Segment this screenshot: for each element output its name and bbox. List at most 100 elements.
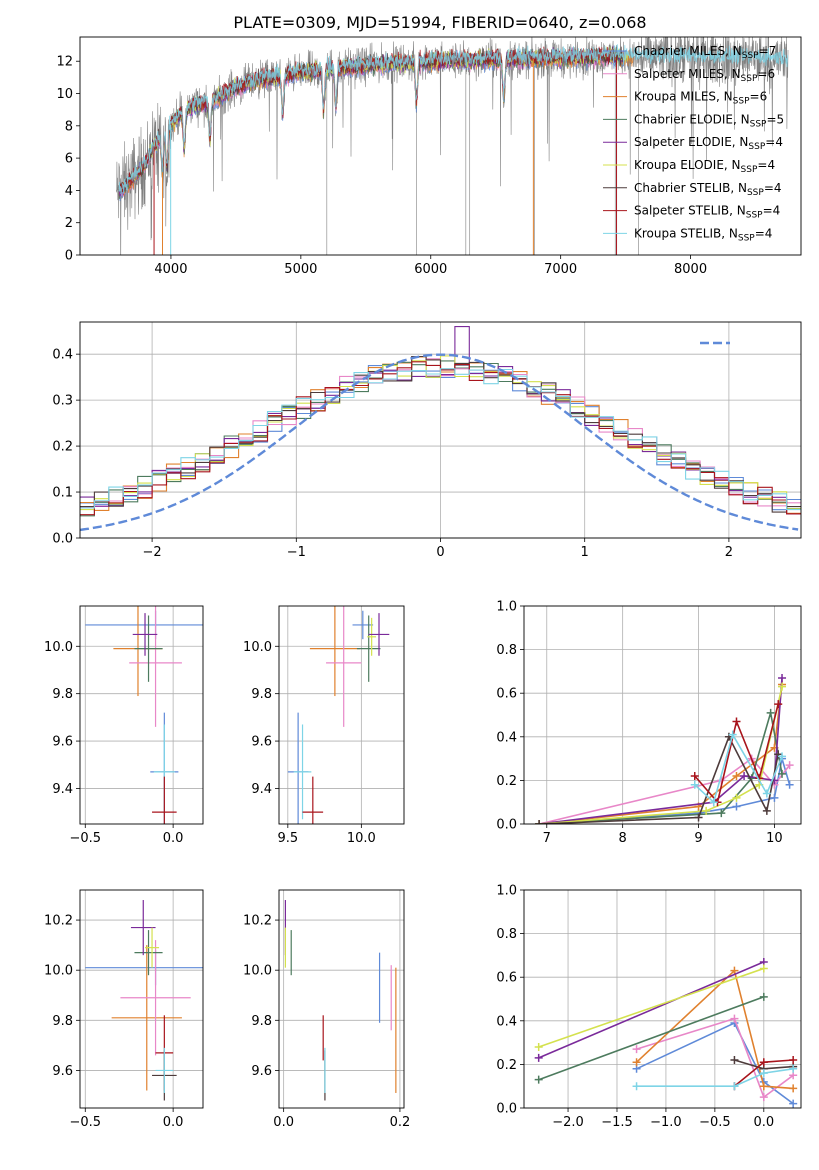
y-tick-label: 0.6 (496, 971, 517, 986)
plot-age_vs_Z: −0.5 0.0 9.4 9.6 9.8 10.0 (44, 605, 204, 846)
y-tick-label: 1.0 (496, 884, 517, 899)
plot-residuals: −2 −1 0 1 2 0.0 0.1 0.2 0.3 0.4 (52, 321, 802, 560)
y-tick-label: 10.0 (44, 640, 73, 655)
y-tick-label: 9.6 (52, 735, 73, 750)
plot-area-age_vs_Z (85, 606, 203, 824)
mass-weight-line (539, 684, 783, 824)
mass-weight-marker (535, 820, 544, 824)
axes-frame (79, 36, 802, 256)
y-tick-label: 0.2 (496, 774, 517, 789)
plot-area-weight_vs_age (535, 673, 794, 824)
mass-weight-marker (740, 772, 749, 781)
y-tick-label: 0.2 (52, 440, 73, 455)
mass-weight-line (636, 1068, 794, 1087)
mass-weight-marker (732, 793, 741, 802)
mass-weight-marker (534, 1042, 543, 1051)
x-tick-label: 5000 (284, 262, 317, 277)
x-tick-label: 0.0 (163, 831, 184, 846)
y-tick-label: 10.2 (44, 914, 73, 929)
y-tick-label: 10.0 (243, 964, 272, 979)
y-tick-label: 1.0 (496, 600, 517, 615)
y-tick-label: 0.8 (496, 643, 517, 658)
normal-distribution-curve (80, 353, 799, 532)
x-tick-label: 10.0 (347, 831, 376, 846)
y-tick-label: 9.6 (251, 1064, 272, 1079)
x-tick-label: −1.5 (601, 1115, 633, 1130)
y-tick-label: 0 (65, 249, 73, 264)
x-tick-label: −2 (143, 545, 162, 560)
mass-weight-marker (702, 806, 711, 815)
x-tick-label: 1 (581, 545, 589, 560)
x-tick-label: −0.5 (69, 1115, 101, 1130)
mass-weight-marker (785, 780, 794, 789)
x-tick-label: 0.2 (390, 1115, 411, 1130)
x-tick-label: 8 (619, 831, 627, 846)
plot-spectrum: 4000 5000 6000 7000 8000 0 2 4 6 8 10 12 Chabrier MI… (56, 36, 802, 277)
y-tick-label: 9.8 (251, 1014, 272, 1029)
x-tick-label: 0.0 (753, 1115, 774, 1130)
plot-area-mass_vs_Z (85, 900, 203, 1101)
mass-weight-marker (732, 802, 741, 811)
mass-weight-marker (778, 752, 787, 761)
model-spectrum-line (118, 44, 789, 195)
y-tick-label: 0.3 (52, 394, 73, 409)
plot-weight_vs_Z: −2.0 −1.5 −1.0 −0.5 0.0 0.0 0.2 0.4 0.6 0.8 1.0 (496, 884, 802, 1130)
mass-weight-line (538, 967, 765, 1048)
y-tick-label: 10.2 (243, 914, 272, 929)
mass-weight-marker (762, 806, 771, 815)
axes-frame (79, 321, 802, 539)
legend-entry: Kroupa STELIB, NSSP=4 (634, 226, 772, 243)
plot-age_vs_mass: 9.5 10.0 9.4 9.6 9.8 10.0 (243, 605, 405, 846)
mass-weight-line (538, 996, 765, 1081)
mass-weight-marker (730, 1082, 739, 1091)
mass-weight-marker (534, 1075, 543, 1084)
mass-weight-line (539, 677, 783, 824)
y-tick-label: 6 (65, 152, 73, 167)
mass-weight-marker (778, 682, 787, 691)
mass-weight-marker (759, 1058, 768, 1067)
y-tick-label: 0.6 (496, 687, 517, 702)
y-tick-label: 0.0 (496, 1102, 517, 1117)
legend-entry: Chabrier ELODIE, NSSP=5 (634, 112, 784, 129)
x-tick-label: −0.5 (699, 1115, 731, 1130)
axes-frame (523, 889, 802, 1109)
legend-entry: Kroupa ELODIE, NSSP=4 (634, 158, 775, 175)
legend-entry: Chabrier MILES, NSSP=7 (634, 44, 776, 61)
axes-frame (278, 889, 405, 1109)
mass-weight-marker (762, 789, 771, 798)
figure-title: PLATE=0309, MJD=51994, FIBERID=0640, z=0… (233, 13, 646, 32)
plot-mass_vs_Z: −0.5 0.0 9.6 9.8 10.0 10.2 (44, 889, 204, 1130)
mass-weight-marker (730, 966, 739, 975)
x-tick-label: −0.5 (69, 831, 101, 846)
axes-frame (79, 605, 204, 825)
y-tick-label: 0.0 (52, 532, 73, 547)
mass-weight-marker (717, 809, 726, 818)
mass-weight-marker (789, 1064, 798, 1073)
y-tick-label: 10.0 (243, 640, 272, 655)
x-tick-label: 9 (694, 831, 702, 846)
spectrum-legend: Chabrier MILES, NSSP=7 Salpeter MILES, NS… (603, 44, 784, 243)
y-tick-label: 10.0 (44, 964, 73, 979)
y-tick-label: 4 (65, 184, 73, 199)
y-tick-label: 0.1 (52, 486, 73, 501)
mass-weight-marker (766, 708, 775, 717)
mass-weight-marker (789, 1084, 798, 1093)
mass-weight-marker (690, 780, 699, 789)
x-tick-label: −1.0 (650, 1115, 682, 1130)
mass-weight-marker (759, 1082, 768, 1091)
mass-weight-marker (632, 1045, 641, 1054)
x-tick-label: 2 (725, 545, 733, 560)
mass-weight-marker (534, 1053, 543, 1062)
x-tick-label: 0 (436, 545, 444, 560)
mass-weight-marker (709, 798, 718, 807)
plot-weight_vs_age: 7 8 9 10 0.0 0.2 0.4 0.6 0.8 1.0 (496, 600, 802, 846)
legend-entry: Salpeter STELIB, NSSP=4 (634, 204, 780, 221)
mass-weight-marker (632, 1058, 641, 1067)
y-tick-label: 0.4 (496, 730, 517, 745)
mass-weight-marker (732, 717, 741, 726)
plot-mass_vs_EBV: 0.0 0.2 9.6 9.8 10.0 10.2 (243, 889, 411, 1130)
x-tick-label: 8000 (674, 262, 707, 277)
y-tick-label: 9.8 (251, 687, 272, 702)
legend-entry: Salpeter ELODIE, NSSP=4 (634, 135, 783, 152)
